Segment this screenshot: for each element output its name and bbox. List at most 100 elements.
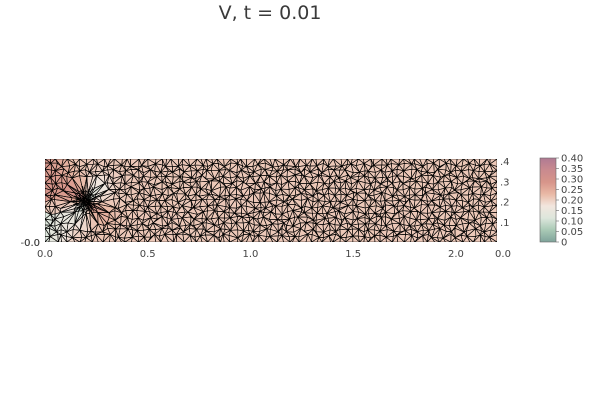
mesh-cell [72,237,82,242]
mesh-cell [374,187,382,193]
mesh-cell [97,204,116,213]
mesh-cell [60,201,79,209]
cylinder-spoke [86,203,94,217]
mesh-cell [211,163,220,171]
colorbar-tick-label: 0 [561,238,567,249]
mesh-triangle [350,159,359,165]
mesh-cell [138,169,144,179]
colorbar-tick-label: 0.10 [561,217,583,228]
mesh-cell [445,206,453,213]
mesh-cell [292,226,301,233]
mesh-cell [367,229,375,239]
mesh-cell [286,165,296,170]
mesh-cell [411,231,418,239]
mesh-cell [344,205,354,214]
mesh-cell [86,172,93,177]
mesh-cell [306,217,314,223]
mesh-cell [144,199,151,208]
mesh-cell [292,216,301,227]
mesh-cell [60,231,67,237]
mesh-cell [191,187,198,195]
mesh-cell [402,183,410,190]
mesh-cell [199,175,210,182]
mesh-cell [460,210,469,220]
mesh-cell [176,193,186,203]
mesh-cell [392,169,398,176]
mesh-cell [132,210,139,220]
mesh-cell [182,164,190,172]
mesh-triangle [478,159,488,167]
mesh-cell [119,194,127,203]
mesh-cell [182,200,192,208]
mesh-cell [368,177,375,184]
mesh-cell [330,169,337,177]
mesh-cell [240,199,248,206]
mesh-triangle [200,159,207,167]
mesh-cell [83,208,87,214]
mesh-triangle [408,159,415,165]
mesh-cell [483,212,490,218]
mesh-cell [304,169,311,177]
mesh-cell [440,199,446,208]
left-overlap-ticks: -0.00.0 [20,238,40,249]
left-tick-label: -0.0 [20,238,40,249]
mesh-cell [206,222,215,232]
mesh-cell [260,175,268,182]
mesh-cell [155,159,163,166]
mesh-cell [237,163,243,171]
mesh-cell [162,186,169,196]
cylinder-spoke [87,193,93,201]
mesh-cell [147,217,154,227]
mesh-cell [265,169,273,177]
mesh-cell [55,159,64,167]
mesh-triangle [155,159,163,165]
cylinder-spoke [82,185,87,200]
mesh-cell [472,177,479,181]
mesh-cell [229,183,237,189]
mesh-cell [427,237,435,242]
mesh-cell [229,163,238,173]
mesh-cell [55,201,71,209]
cylinder-spoke [86,203,89,212]
mesh-cell [107,182,114,190]
mesh-cell [276,175,282,185]
mesh-cell [50,175,56,184]
mesh-cell [211,170,220,179]
mesh-cell [183,228,191,236]
mesh-cell [109,210,116,221]
mesh-cell [113,192,120,200]
mesh-cell [133,169,140,179]
mesh-cell [451,181,458,191]
mesh-cell [259,224,267,232]
mesh-triangle [223,159,232,168]
mesh-cell [179,218,187,227]
mesh-cell [115,237,122,242]
mesh-triangle [269,159,276,168]
mesh-cell [183,187,192,194]
mesh-cell [392,194,400,201]
cylinder-spoke [86,186,94,200]
mesh-cell [252,175,261,184]
mesh-cell [356,180,365,190]
mesh-cell [45,163,52,171]
mesh-cell [248,217,255,226]
mesh-cell [292,236,300,242]
mesh-cell [147,176,157,185]
mesh-cell [428,228,435,238]
mesh-cell [216,205,227,212]
mesh-cell [272,166,279,172]
mesh-cell [380,229,388,238]
mesh-cell [127,217,133,226]
mesh-cell [230,222,238,231]
mesh-cell [456,175,464,184]
mesh-cell [312,196,319,202]
mesh-cell [468,169,474,179]
mesh-cell [106,217,116,224]
mesh-cell [113,198,120,208]
mesh-cell [275,182,281,191]
mesh-cell [61,159,70,167]
mesh-cell [306,194,314,199]
mesh-cell [387,183,394,188]
mesh-cell [159,234,165,242]
